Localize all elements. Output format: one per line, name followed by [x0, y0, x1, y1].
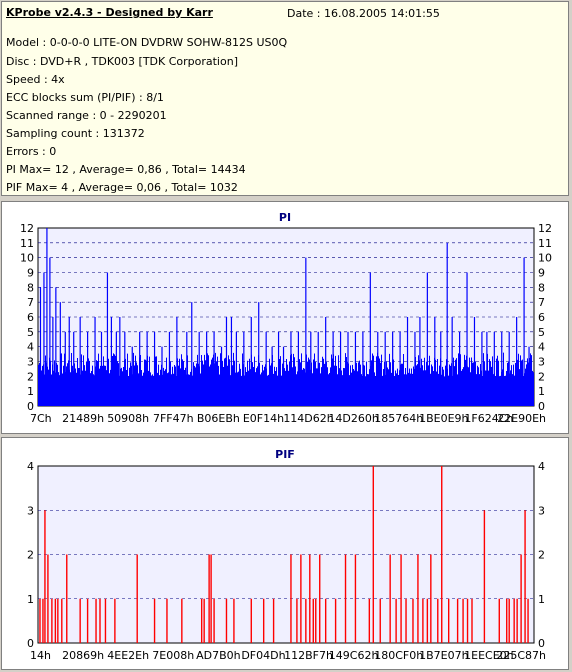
info-panel: KProbe v2.4.3 - Designed by Karr Date : …: [1, 1, 569, 196]
x-tick-label: E0F14h: [243, 412, 284, 425]
y-tick-label-right: 9: [538, 267, 545, 280]
x-tick-label: 7E008h: [152, 649, 194, 662]
y-tick-label-right: 0: [538, 400, 545, 413]
y-tick-label-right: 6: [538, 311, 545, 324]
y-tick-label-left: 0: [27, 637, 34, 650]
y-tick-label-left: 8: [27, 281, 34, 294]
x-tick-label: 1EECE0h: [464, 649, 514, 662]
y-tick-label-right: 1: [538, 385, 545, 398]
y-tick-label-left: 2: [27, 549, 34, 562]
x-tick-label: 7Ch: [30, 412, 52, 425]
pif-chart-panel: PIF 0 0 1 1 2 2 3 3 4 4 14h 20869h 4EE2Eh 7E008h AD7B0…: [1, 437, 569, 670]
x-tick-label: 114D62h: [283, 412, 333, 425]
x-tick-label: 225C87h: [496, 649, 546, 662]
y-tick-label-right: 3: [538, 504, 545, 517]
y-tick-label-right: 8: [538, 281, 545, 294]
x-tick-label: 112BF7h: [284, 649, 333, 662]
pi-chart-title: PI: [278, 211, 292, 224]
x-tick-label: B06EBh: [197, 412, 240, 425]
y-tick-label-left: 3: [27, 504, 34, 517]
y-tick-label-left: 2: [27, 370, 34, 383]
y-tick-label-right: 11: [538, 237, 552, 250]
y-tick-label-right: 2: [538, 370, 545, 383]
y-tick-label-left: 4: [27, 460, 34, 473]
x-tick-label: 7FF47h: [153, 412, 194, 425]
sampling-line: Sampling count : 131372: [6, 127, 145, 140]
pif-chart-title: PIF: [275, 448, 295, 461]
y-tick-label-right: 10: [538, 252, 552, 265]
y-tick-label-left: 4: [27, 341, 34, 354]
y-tick-label-right: 5: [538, 326, 545, 339]
x-tick-label: 1B7E07h: [419, 649, 468, 662]
ecc-line: ECC blocks sum (PI/PIF) : 8/1: [6, 91, 164, 104]
x-tick-label: DF04Dh: [241, 649, 285, 662]
pif-summary-line: PIF Max= 4 , Average= 0,06 , Total= 1032: [6, 181, 238, 194]
x-tick-label: 50908h: [107, 412, 149, 425]
app-title: KProbe v2.4.3 - Designed by Karr: [6, 6, 213, 19]
x-tick-label: 185764h: [374, 412, 423, 425]
x-tick-label: 149C62h: [329, 649, 379, 662]
y-tick-label-left: 1: [27, 593, 34, 606]
y-tick-label-right: 4: [538, 460, 545, 473]
disc-line: Disc : DVD+R , TDK003 [TDK Corporation]: [6, 55, 238, 68]
y-tick-label-left: 7: [27, 296, 34, 309]
y-tick-label-left: 3: [27, 356, 34, 369]
x-tick-label: AD7B0h: [196, 649, 241, 662]
y-tick-label-left: 10: [20, 252, 34, 265]
x-tick-label: 180CF0h: [374, 649, 423, 662]
pif-chart: 0 0 1 1 2 2 3 3 4 4 14h 20869h 4EE2Eh 7E008h AD7B0h DF0…: [27, 460, 546, 662]
y-tick-label-right: 3: [538, 356, 545, 369]
range-line: Scanned range : 0 - 2290201: [6, 109, 167, 122]
x-tick-label: 14h: [30, 649, 51, 662]
speed-line: Speed : 4x: [6, 73, 65, 86]
x-tick-label: 4EE2Eh: [107, 649, 149, 662]
y-tick-label-left: 5: [27, 326, 34, 339]
model-line: Model : 0-0-0-0 LITE-ON DVDRW SOHW-812S …: [6, 36, 288, 49]
y-tick-label-left: 0: [27, 400, 34, 413]
y-tick-label-right: 1: [538, 593, 545, 606]
x-tick-label: 1F624Ch: [464, 412, 513, 425]
errors-line: Errors : 0: [6, 145, 57, 158]
x-tick-label: 14D260h: [328, 412, 378, 425]
scan-date: Date : 16.08.2005 14:01:55: [287, 7, 440, 20]
x-tick-label: 20869h: [62, 649, 104, 662]
y-tick-label-right: 7: [538, 296, 545, 309]
y-tick-label-right: 0: [538, 637, 545, 650]
x-tick-label: 21489h: [62, 412, 104, 425]
x-tick-label: 1BE0E9h: [419, 412, 468, 425]
y-tick-label-left: 1: [27, 385, 34, 398]
pi-summary-line: PI Max= 12 , Average= 0,86 , Total= 1443…: [6, 163, 246, 176]
y-tick-label-left: 6: [27, 311, 34, 324]
y-tick-label-right: 2: [538, 549, 545, 562]
pi-chart-panel: PI 0 0 1 1 2 2 3 3 4 4 5 5 6 6 7 7 8 8 9 9 10 10 11 11 12 12 7Ch 21…: [1, 201, 569, 434]
x-tick-label: 22E90Eh: [497, 412, 546, 425]
y-tick-label-left: 9: [27, 267, 34, 280]
y-tick-label-left: 12: [20, 222, 34, 235]
y-tick-label-right: 4: [538, 341, 545, 354]
y-tick-label-left: 11: [20, 237, 34, 250]
y-tick-label-right: 12: [538, 222, 552, 235]
